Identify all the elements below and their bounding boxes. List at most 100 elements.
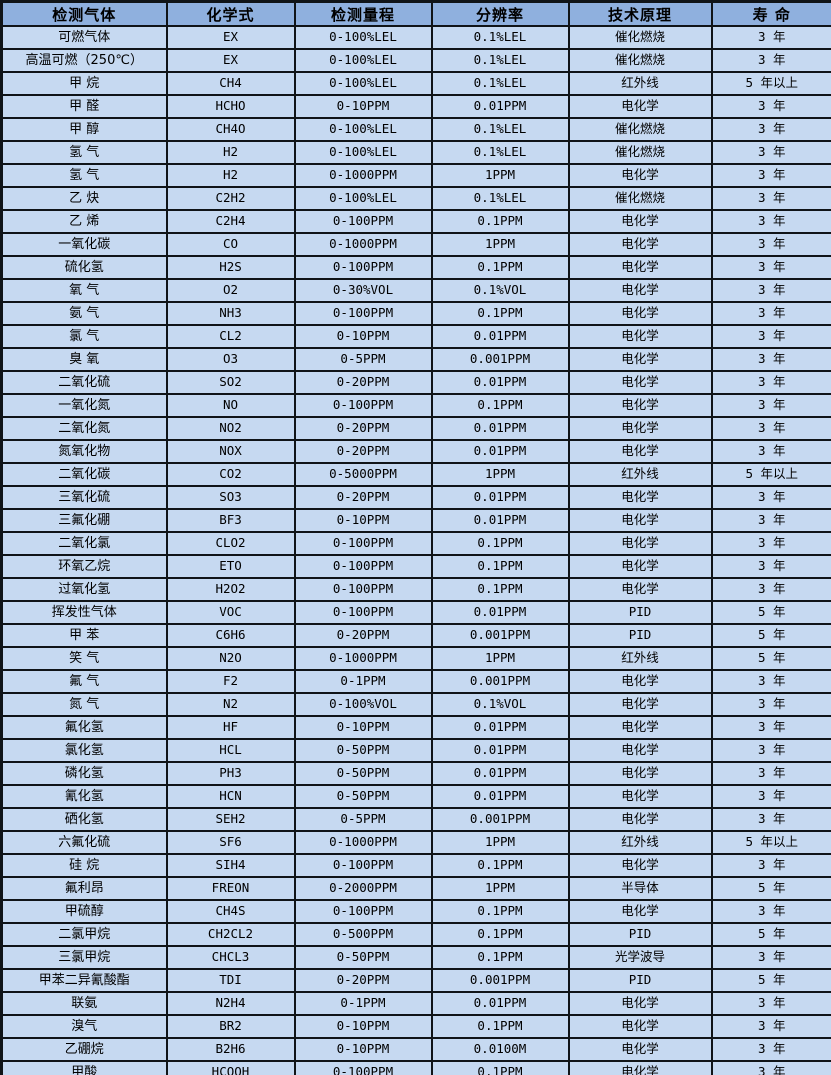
table-row: 氰化氢 HCN 0-50PPM 0.01PPM 电化学 3 年 bbox=[0, 784, 831, 809]
table-row: 高温可燃（250℃） EX 0-100%LEL 0.1%LEL 催化燃烧 3 年 bbox=[0, 48, 831, 73]
table-cell: 3 年 bbox=[710, 784, 831, 809]
table-cell: 甲 苯 bbox=[0, 623, 168, 648]
table-cell: 0-1000PPM bbox=[293, 163, 433, 188]
table-cell: 0-10PPM bbox=[293, 1037, 433, 1062]
table-cell: 电化学 bbox=[567, 715, 713, 740]
table-cell: 0-100PPM bbox=[293, 393, 433, 418]
table-cell: 电化学 bbox=[567, 669, 713, 694]
table-cell: 3 年 bbox=[710, 48, 831, 73]
table-cell: 5 年 bbox=[710, 600, 831, 625]
table-cell: 甲 醛 bbox=[0, 94, 168, 119]
table-cell: 0-20PPM bbox=[293, 439, 433, 464]
table-cell: CH4O bbox=[165, 117, 296, 142]
table-cell: 0-100PPM bbox=[293, 209, 433, 234]
table-cell: 0.01PPM bbox=[430, 715, 570, 740]
table-cell: 红外线 bbox=[567, 646, 713, 671]
table-cell: 电化学 bbox=[567, 1060, 713, 1075]
table-cell: 电化学 bbox=[567, 531, 713, 556]
table-row: 甲苯二异氰酸酯 TDI 0-20PPM 0.001PPM PID 5 年 bbox=[0, 968, 831, 993]
table-cell: FREON bbox=[165, 876, 296, 901]
table-cell: 0-1000PPM bbox=[293, 232, 433, 257]
table-cell: 甲苯二异氰酸酯 bbox=[0, 968, 168, 993]
table-cell: 0-100PPM bbox=[293, 531, 433, 556]
table-cell: 电化学 bbox=[567, 94, 713, 119]
table-cell: 0.1%LEL bbox=[430, 25, 570, 50]
table-cell: 5 年 bbox=[710, 876, 831, 901]
table-cell: 3 年 bbox=[710, 1037, 831, 1062]
table-cell: 0-10PPM bbox=[293, 508, 433, 533]
table-row: 甲硫醇 CH4S 0-100PPM 0.1PPM 电化学 3 年 bbox=[0, 899, 831, 924]
header-row: 检测气体 化学式 检测量程 分辨率 技术原理寿 命 bbox=[0, 0, 831, 27]
table-cell: HCHO bbox=[165, 94, 296, 119]
table-cell: 0-100PPM bbox=[293, 600, 433, 625]
table-cell: N2O bbox=[165, 646, 296, 671]
table-cell: 3 年 bbox=[710, 761, 831, 786]
table-cell: 3 年 bbox=[710, 853, 831, 878]
table-cell: 电化学 bbox=[567, 577, 713, 602]
table-cell: PID bbox=[567, 968, 713, 993]
table-cell: CO bbox=[165, 232, 296, 257]
table-cell: 0-100PPM bbox=[293, 1060, 433, 1075]
table-cell: 甲酸 bbox=[0, 1060, 168, 1075]
table-cell: 电化学 bbox=[567, 1014, 713, 1039]
table-cell: 0-100PPM bbox=[293, 255, 433, 280]
table-cell: 电化学 bbox=[567, 232, 713, 257]
table-cell: 0.01PPM bbox=[430, 439, 570, 464]
table-cell: 催化燃烧 bbox=[567, 48, 713, 73]
table-cell: 0-100%LEL bbox=[293, 140, 433, 165]
table-cell: BR2 bbox=[165, 1014, 296, 1039]
table-cell: 电化学 bbox=[567, 439, 713, 464]
table-cell: 0.1PPM bbox=[430, 301, 570, 326]
table-row: 硅 烷 SIH4 0-100PPM 0.1PPM 电化学 3 年 bbox=[0, 853, 831, 878]
table-row: 乙硼烷 B2H6 0-10PPM 0.0100M 电化学 3 年 bbox=[0, 1037, 831, 1062]
table-cell: 0.1PPM bbox=[430, 554, 570, 579]
header-cell: 化学式 bbox=[165, 0, 296, 27]
table-cell: 一氧化碳 bbox=[0, 232, 168, 257]
table-cell: 电化学 bbox=[567, 163, 713, 188]
table-cell: 0.01PPM bbox=[430, 370, 570, 395]
table-cell: 0-100PPM bbox=[293, 554, 433, 579]
table-cell: HCOOH bbox=[165, 1060, 296, 1075]
table-cell: 1PPM bbox=[430, 462, 570, 487]
table-cell: 0.1%LEL bbox=[430, 186, 570, 211]
table-cell: 一氧化氮 bbox=[0, 393, 168, 418]
table-cell: 电化学 bbox=[567, 508, 713, 533]
table-cell: 0-30%VOL bbox=[293, 278, 433, 303]
table-cell: 0-100%LEL bbox=[293, 25, 433, 50]
table-cell: 电化学 bbox=[567, 807, 713, 832]
table-row: 一氧化氮 NO 0-100PPM 0.1PPM 电化学 3 年 bbox=[0, 393, 831, 418]
table-cell: 0-1000PPM bbox=[293, 646, 433, 671]
table-cell: 5 年 bbox=[710, 646, 831, 671]
table-cell: 0-10PPM bbox=[293, 94, 433, 119]
table-row: 氟 气 F2 0-1PPM 0.001PPM 电化学 3 年 bbox=[0, 669, 831, 694]
table-cell: 氟 气 bbox=[0, 669, 168, 694]
table-cell: 3 年 bbox=[710, 807, 831, 832]
table-cell: 0-100PPM bbox=[293, 301, 433, 326]
table-cell: H2O2 bbox=[165, 577, 296, 602]
table-cell: 硒化氢 bbox=[0, 807, 168, 832]
table-cell: 3 年 bbox=[710, 715, 831, 740]
table-row: 氢 气 H2 0-100%LEL 0.1%LEL 催化燃烧 3 年 bbox=[0, 140, 831, 165]
table-cell: F2 bbox=[165, 669, 296, 694]
table-cell: 甲硫醇 bbox=[0, 899, 168, 924]
table-cell: 3 年 bbox=[710, 324, 831, 349]
table-cell: 氯化氢 bbox=[0, 738, 168, 763]
table-cell: 电化学 bbox=[567, 301, 713, 326]
table-cell: PID bbox=[567, 600, 713, 625]
table-cell: HCN bbox=[165, 784, 296, 809]
table-cell: 1PPM bbox=[430, 232, 570, 257]
table-cell: 3 年 bbox=[710, 554, 831, 579]
table-cell: 过氧化氢 bbox=[0, 577, 168, 602]
table-cell: 5 年 bbox=[710, 922, 831, 947]
table-cell: CO2 bbox=[165, 462, 296, 487]
table-cell: EX bbox=[165, 48, 296, 73]
table-cell: CH2CL2 bbox=[165, 922, 296, 947]
table-cell: 5 年 bbox=[710, 623, 831, 648]
table-row: 氟利昂 FREON 0-2000PPM 1PPM 半导体 5 年 bbox=[0, 876, 831, 901]
table-cell: 1PPM bbox=[430, 646, 570, 671]
table-cell: 0.1%LEL bbox=[430, 117, 570, 142]
table-cell: 0.1PPM bbox=[430, 577, 570, 602]
table-cell: 0.001PPM bbox=[430, 807, 570, 832]
table-cell: 二氧化碳 bbox=[0, 462, 168, 487]
